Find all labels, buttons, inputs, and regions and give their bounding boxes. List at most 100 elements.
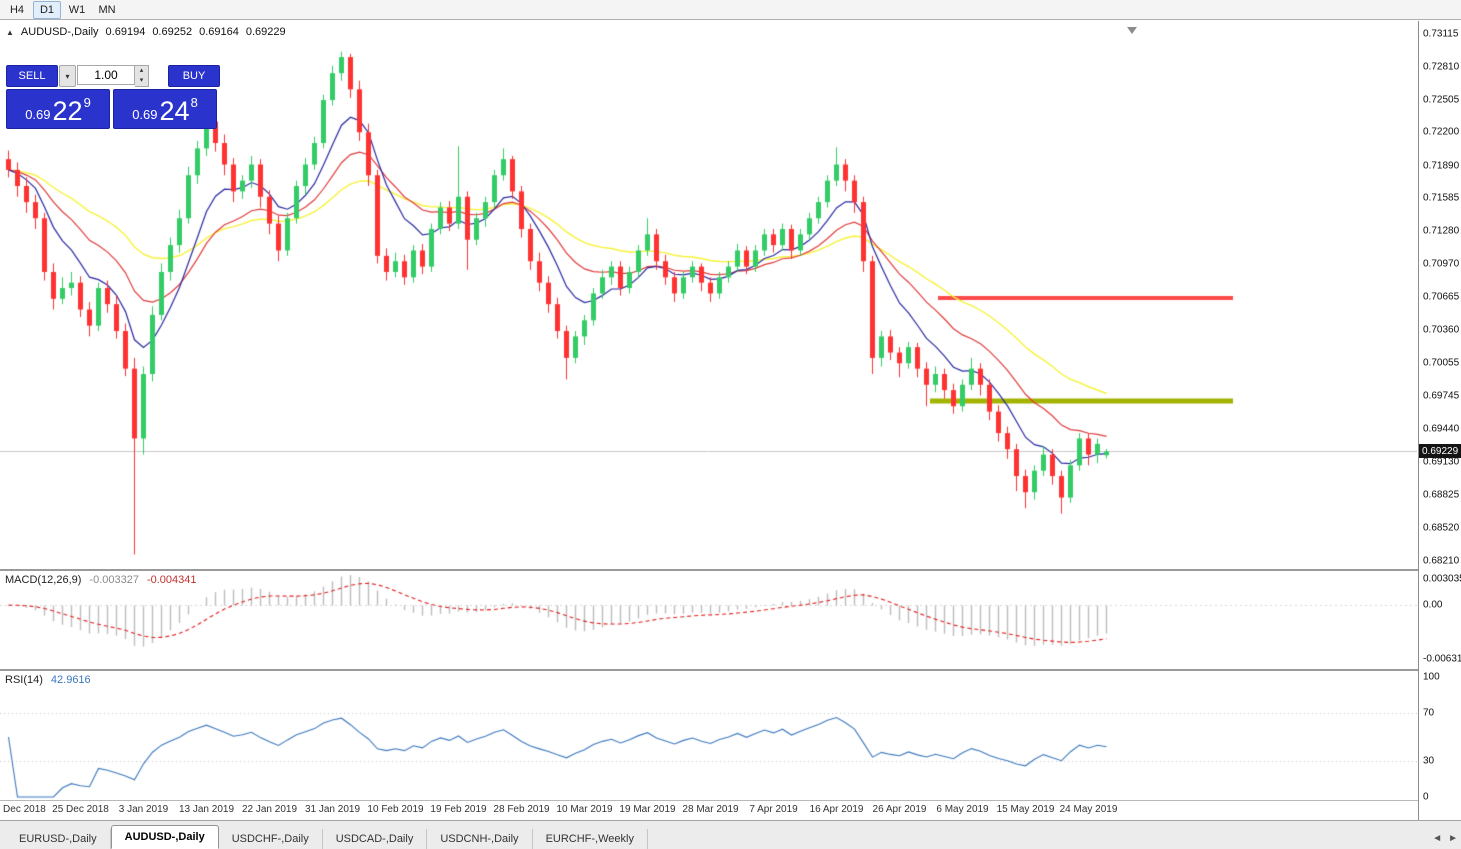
- date-axis: 16 Dec 2018 25 Dec 2018 3 Jan 2019 13 Jan 2…: [0, 801, 1417, 820]
- chart-tab-eurusd[interactable]: EURUSD-,Daily: [6, 829, 111, 849]
- tabs-scroll-left-icon[interactable]: ◄: [1432, 833, 1443, 844]
- rsi-axis-label: 70: [1423, 707, 1435, 719]
- chart-shift-marker-icon[interactable]: [1127, 27, 1137, 34]
- macd-axis-label: 0.003035: [1423, 573, 1461, 585]
- tabs-scroll-right-icon[interactable]: ►: [1448, 833, 1458, 844]
- volume-input-group: ▴ ▾: [77, 65, 167, 87]
- date-axis-label: 31 Jan 2019: [304, 804, 361, 815]
- timeframe-button-mn[interactable]: MN: [98, 3, 116, 16]
- price-axis-label: 0.72810: [1423, 61, 1460, 73]
- date-axis-label: 16 Apr 2019: [809, 804, 864, 815]
- price-axis-label: 0.68825: [1423, 489, 1460, 501]
- sell-price-display[interactable]: 0.69 22 9: [6, 89, 110, 129]
- price-axis-label: 0.72505: [1423, 94, 1460, 106]
- chart-tab-usdchf[interactable]: USDCHF-,Daily: [219, 829, 323, 849]
- date-axis-label: 28 Mar 2019: [682, 804, 739, 815]
- rsi-canvas: [0, 671, 1417, 800]
- current-price-tag: 0.69229: [1419, 444, 1461, 459]
- date-axis-label: 25 Dec 2018: [52, 804, 109, 815]
- sell-price-big: 22: [52, 96, 83, 126]
- volume-stepper: ▴ ▾: [135, 65, 149, 87]
- chart-tabs-bar: EURUSD-,Daily AUDUSD-,Daily USDCHF-,Daily U…: [0, 820, 1461, 849]
- rsi-value: 42.9616: [50, 674, 91, 686]
- low-value: 0.69164: [199, 26, 239, 38]
- date-axis-label: 6 May 2019: [936, 804, 989, 815]
- date-axis-label: 7 Apr 2019: [749, 804, 798, 815]
- price-axis-label: 0.68210: [1423, 555, 1460, 567]
- chart-tab-audusd[interactable]: AUDUSD-,Daily: [110, 825, 219, 849]
- date-axis-label: 10 Feb 2019: [367, 804, 424, 815]
- open-value: 0.69194: [105, 26, 146, 38]
- symbol-label: AUDUSD-,Daily: [20, 26, 99, 38]
- date-axis-label: 3 Jan 2019: [118, 804, 169, 815]
- rsi-axis-label: 30: [1423, 755, 1435, 767]
- chart-tab-usdcnh[interactable]: USDCNH-,Daily: [427, 829, 533, 849]
- timeframe-toolbar: H4 D1 W1 MN: [0, 0, 1461, 20]
- price-axis-label: 0.71585: [1423, 192, 1460, 204]
- rsi-label: RSI(14): [5, 674, 43, 686]
- macd-label: MACD(12,26,9): [5, 574, 82, 586]
- date-axis-label: 24 May 2019: [1059, 804, 1118, 815]
- chart-ohlc-header: ▲ AUDUSD-,Daily 0.69194 0.69252 0.69164 …: [6, 26, 286, 38]
- price-axis-label: 0.70665: [1423, 291, 1460, 303]
- chevron-down-icon: ▾: [65, 71, 70, 81]
- price-axis-label: 0.72200: [1423, 126, 1460, 138]
- buy-price-display[interactable]: 0.69 24 8: [113, 89, 217, 129]
- buy-price-sup: 8: [190, 95, 198, 110]
- macd-axis-label: 0.00: [1423, 599, 1443, 611]
- volume-input[interactable]: [77, 65, 135, 85]
- timeframe-button-w1[interactable]: W1: [68, 3, 86, 16]
- macd-canvas: [0, 571, 1417, 669]
- price-axis-label: 0.68520: [1423, 522, 1460, 534]
- price-axis[interactable]: 0.73115 0.72810 0.72505 0.72200 0.71890 0.715…: [1418, 21, 1461, 820]
- close-value: 0.69229: [245, 26, 286, 38]
- macd-header: MACD(12,26,9) -0.003327 -0.004341: [5, 574, 197, 586]
- date-axis-label: 19 Mar 2019: [619, 804, 676, 815]
- panel-separator[interactable]: [0, 569, 1461, 571]
- price-axis-label: 0.69130: [1423, 456, 1460, 468]
- sell-price-sup: 9: [83, 95, 91, 110]
- price-axis-label: 0.70970: [1423, 258, 1460, 270]
- price-axis-label: 0.70055: [1423, 357, 1460, 369]
- price-axis-label: 0.69745: [1423, 390, 1460, 402]
- date-axis-label: 19 Feb 2019: [430, 804, 487, 815]
- volume-decrease-icon[interactable]: ▾: [139, 77, 144, 84]
- high-value: 0.69252: [152, 26, 193, 38]
- buy-price-big: 24: [159, 96, 190, 126]
- price-axis-label: 0.70360: [1423, 324, 1460, 336]
- sell-button[interactable]: SELL: [6, 65, 58, 87]
- macd-main-value: -0.003327: [89, 574, 139, 586]
- buy-button[interactable]: BUY: [168, 65, 220, 87]
- macd-signal-value: -0.004341: [146, 574, 197, 586]
- macd-indicator-panel[interactable]: MACD(12,26,9) -0.003327 -0.004341: [0, 571, 1417, 669]
- buy-price-prefix: 0.69: [132, 107, 158, 122]
- panel-separator[interactable]: [0, 669, 1461, 671]
- timeframe-button-d1[interactable]: D1: [33, 0, 61, 19]
- chart-tab-usdcad[interactable]: USDCAD-,Daily: [323, 829, 428, 849]
- price-axis-label: 0.71890: [1423, 160, 1460, 172]
- price-chart-canvas[interactable]: [0, 21, 1417, 569]
- rsi-header: RSI(14) 42.9616: [5, 674, 91, 686]
- date-axis-label: 15 May 2019: [996, 804, 1055, 815]
- date-axis-label: 10 Mar 2019: [556, 804, 613, 815]
- date-axis-label: 13 Jan 2019: [178, 804, 235, 815]
- price-chart-panel[interactable]: ▲ AUDUSD-,Daily 0.69194 0.69252 0.69164 …: [0, 21, 1417, 569]
- date-axis-label: 16 Dec 2018: [0, 804, 46, 815]
- sell-price-prefix: 0.69: [25, 107, 51, 122]
- price-axis-label: 0.73115: [1423, 28, 1459, 40]
- date-axis-label: 28 Feb 2019: [493, 804, 550, 815]
- rsi-axis-label: 100: [1423, 671, 1440, 683]
- timeframe-button-h4[interactable]: H4: [9, 3, 25, 16]
- panel-separator: [0, 800, 1461, 801]
- price-axis-label: 0.69440: [1423, 423, 1460, 435]
- chart-tab-eurchf[interactable]: EURCHF-,Weekly: [533, 829, 648, 849]
- rsi-indicator-panel[interactable]: RSI(14) 42.9616: [0, 671, 1417, 800]
- trade-options-dropdown[interactable]: ▾: [59, 65, 76, 87]
- tabs-scroll-arrows: ◄ ►: [1432, 833, 1458, 844]
- date-axis-label: 22 Jan 2019: [241, 804, 298, 815]
- volume-increase-icon[interactable]: ▴: [139, 67, 144, 74]
- collapse-arrow-icon[interactable]: ▲: [6, 27, 14, 37]
- price-axis-label: 0.71280: [1423, 225, 1460, 237]
